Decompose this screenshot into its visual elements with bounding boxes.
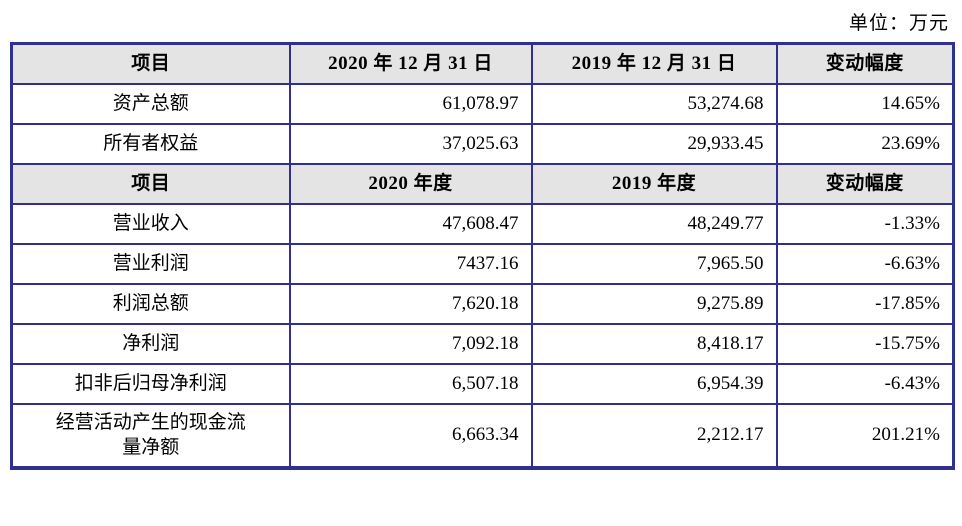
value-cell: 47,608.47 bbox=[288, 202, 533, 245]
value-cell: 6,507.18 bbox=[288, 362, 533, 405]
table-row: 营业收入 47,608.47 48,249.77 -1.33% bbox=[10, 202, 955, 245]
column-header-cell: 2019 年度 bbox=[530, 162, 778, 205]
value-cell: -1.33% bbox=[775, 202, 955, 245]
value-cell: 2,212.17 bbox=[530, 402, 778, 469]
row-label-cell: 经营活动产生的现金流量净额 bbox=[10, 402, 291, 469]
table-row: 净利润 7,092.18 8,418.17 -15.75% bbox=[10, 322, 955, 365]
value-cell: 7,092.18 bbox=[288, 322, 533, 365]
row-label-cell: 资产总额 bbox=[10, 82, 291, 125]
value-cell: 37,025.63 bbox=[288, 122, 533, 165]
value-cell: 61,078.97 bbox=[288, 82, 533, 125]
table-body: 项目 2020 年 12 月 31 日 2019 年 12 月 31 日变动幅度 资产… bbox=[10, 42, 955, 469]
value-cell: 201.21% bbox=[775, 402, 955, 469]
value-cell: 8,418.17 bbox=[530, 322, 778, 365]
column-header-cell: 2020 年 12 月 31 日 bbox=[288, 42, 533, 85]
value-cell: 9,275.89 bbox=[530, 282, 778, 325]
table-row: 利润总额 7,620.18 9,275.89 -17.85% bbox=[10, 282, 955, 325]
table-row: 经营活动产生的现金流量净额 6,663.34 2,212.17 201.21% bbox=[10, 402, 955, 469]
financial-summary-table: 项目 2020 年 12 月 31 日 2019 年 12 月 31 日变动幅度 资产… bbox=[10, 42, 955, 470]
unit-label: 单位：万元 bbox=[848, 13, 949, 34]
value-cell: -6.43% bbox=[775, 362, 955, 405]
table-row: 营业利润 7437.16 7,965.50 -6.63% bbox=[10, 242, 955, 285]
row-label-cell: 扣非后归母净利润 bbox=[10, 362, 291, 405]
column-header-cell: 项目 bbox=[10, 162, 291, 205]
value-cell: 6,954.39 bbox=[530, 362, 778, 405]
row-label-cell: 所有者权益 bbox=[10, 122, 291, 165]
value-cell: 48,249.77 bbox=[530, 202, 778, 245]
value-cell: 6,663.34 bbox=[288, 402, 533, 469]
column-header-cell: 项目 bbox=[10, 42, 291, 85]
row-label-cell: 营业收入 bbox=[10, 202, 291, 245]
value-cell: 7,620.18 bbox=[288, 282, 533, 325]
column-header-cell: 2019 年 12 月 31 日 bbox=[530, 42, 778, 85]
value-cell: 7437.16 bbox=[288, 242, 533, 285]
column-header-cell: 变动幅度 bbox=[775, 162, 955, 205]
value-cell: 7,965.50 bbox=[530, 242, 778, 285]
value-cell: 29,933.45 bbox=[530, 122, 778, 165]
column-header-cell: 2020 年度 bbox=[288, 162, 533, 205]
value-cell: -6.63% bbox=[775, 242, 955, 285]
header-row: 项目 2020 年 12 月 31 日 2019 年 12 月 31 日变动幅度 bbox=[10, 42, 955, 85]
header-row: 项目 2020 年度 2019 年度 变动幅度 bbox=[10, 162, 955, 205]
table-row: 所有者权益 37,025.63 29,933.45 23.69% bbox=[10, 122, 955, 165]
row-label-cell: 净利润 bbox=[10, 322, 291, 365]
value-cell: 23.69% bbox=[775, 122, 955, 165]
row-label-cell: 营业利润 bbox=[10, 242, 291, 285]
row-label-cell: 利润总额 bbox=[10, 282, 291, 325]
value-cell: -15.75% bbox=[775, 322, 955, 365]
column-header-cell: 变动幅度 bbox=[775, 42, 955, 85]
table-row: 扣非后归母净利润 6,507.18 6,954.39 -6.43% bbox=[10, 362, 955, 405]
table-row: 资产总额 61,078.97 53,274.68 14.65% bbox=[10, 82, 955, 125]
value-cell: 53,274.68 bbox=[530, 82, 778, 125]
value-cell: -17.85% bbox=[775, 282, 955, 325]
value-cell: 14.65% bbox=[775, 82, 955, 125]
